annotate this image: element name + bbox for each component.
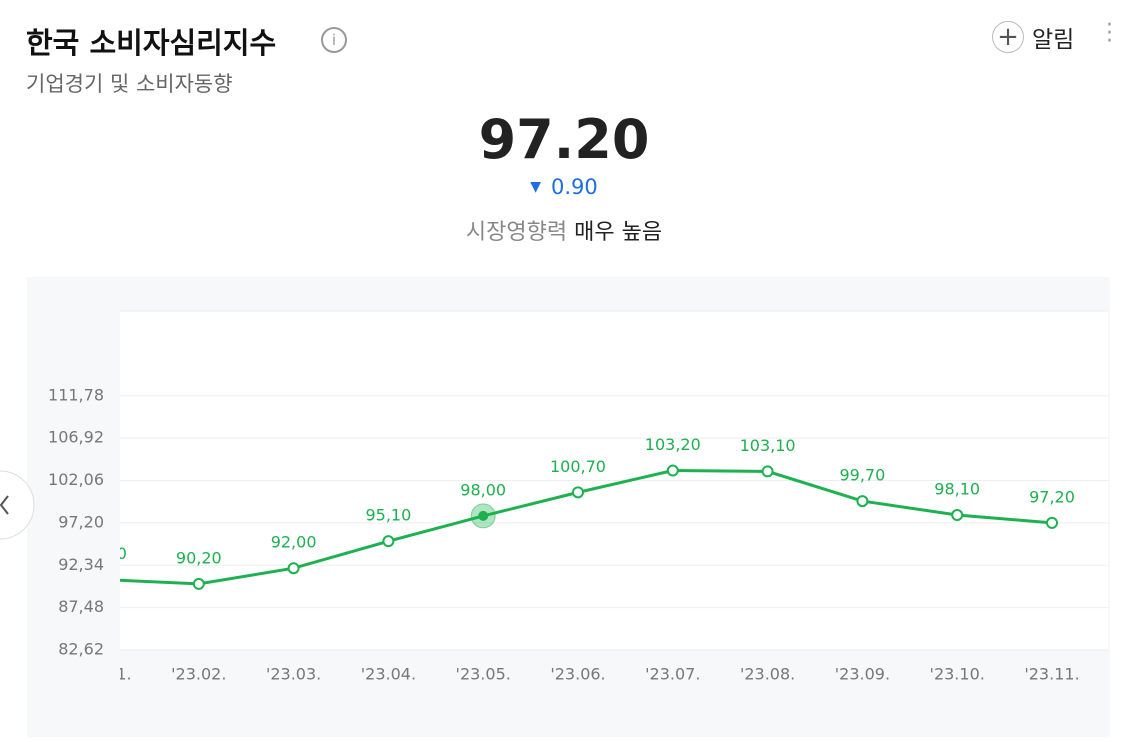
value-label: 99,70 bbox=[839, 466, 885, 485]
impact-level: 매우 높음 bbox=[574, 220, 663, 245]
y-tick-label: 97,20 bbox=[58, 512, 104, 531]
alarm-button[interactable]: + 알림 bbox=[992, 20, 1074, 54]
x-tick-label: '23.11. bbox=[1024, 665, 1079, 684]
value-label: 92,00 bbox=[271, 533, 317, 552]
more-menu[interactable]: · · · bbox=[1106, 13, 1113, 54]
prev-button[interactable] bbox=[0, 470, 35, 540]
point bbox=[478, 510, 489, 521]
point bbox=[951, 509, 964, 522]
title: 한국 소비자심리지수 bbox=[26, 26, 277, 60]
point bbox=[287, 562, 300, 575]
point bbox=[1046, 516, 1058, 529]
impact-label: 시장영향력 bbox=[465, 220, 568, 245]
x-tick-label: '23.02. bbox=[171, 665, 226, 684]
point bbox=[382, 535, 395, 548]
subtitle: 기업경기 및 소비자동향 bbox=[26, 72, 233, 96]
x-tick-label: '23.05. bbox=[456, 665, 511, 684]
x-tick-label: '23.04. bbox=[361, 665, 416, 684]
y-tick-label: 102,06 bbox=[48, 470, 104, 489]
info-icon[interactable]: i bbox=[321, 27, 347, 53]
value-label: 103,10 bbox=[740, 436, 796, 455]
current-value: 97.20 bbox=[478, 108, 650, 171]
x-tick-label: '23.03. bbox=[266, 665, 321, 684]
grid: 82,62 87,48 92,34 97,20 102,06 106,92 111,78 bbox=[48, 310, 1108, 659]
y-tick-label: 82,62 bbox=[58, 640, 104, 659]
x-tick-label: '23.09. bbox=[835, 665, 890, 684]
x-tick-label: '23.08. bbox=[740, 665, 795, 684]
change-value: 0.90 bbox=[551, 175, 598, 199]
impact: 시장영향력 매우 높음 bbox=[0, 214, 1128, 246]
x-tick-label: '23.01. bbox=[76, 665, 131, 684]
value-label: 90,20 bbox=[176, 548, 222, 567]
y-tick-label: 106,92 bbox=[48, 428, 104, 447]
value-label: 98,00 bbox=[460, 480, 506, 499]
value-label: 90,70 bbox=[81, 544, 127, 563]
y-tick-label: 92,34 bbox=[58, 555, 104, 574]
point bbox=[572, 486, 584, 499]
value-label: 98,10 bbox=[934, 480, 980, 499]
prev-arrow bbox=[0, 495, 9, 515]
x-tick-label: '23.10. bbox=[930, 665, 985, 684]
point bbox=[666, 464, 679, 477]
point bbox=[856, 495, 869, 508]
y-tick-label: 87,48 bbox=[58, 597, 104, 616]
point bbox=[761, 465, 774, 478]
value-label: 103,20 bbox=[645, 435, 701, 454]
y-tick-label: 111,78 bbox=[48, 385, 104, 404]
value-label: 95,10 bbox=[365, 506, 411, 525]
value-label: 100,70 bbox=[550, 457, 606, 476]
plot: '23.01. '23.02. '23.03. '23.04. '23.05. '23.0… bbox=[76, 435, 1080, 684]
alarm-label: 알림 bbox=[1032, 27, 1075, 53]
point bbox=[192, 577, 205, 590]
x-tick-label: '23.07. bbox=[645, 665, 700, 684]
change: ▼ 0.90 bbox=[530, 175, 598, 199]
x-tick-label: '23.06. bbox=[550, 665, 605, 684]
plus-icon: + bbox=[992, 21, 1024, 53]
value-label: 97,20 bbox=[1029, 487, 1075, 506]
